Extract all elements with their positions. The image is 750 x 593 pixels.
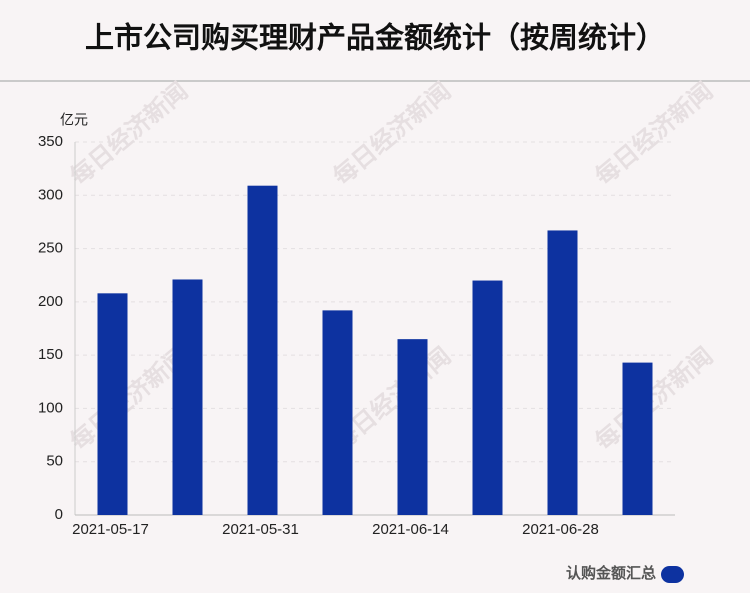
bar [172, 279, 203, 515]
y-tick-label: 150 [38, 346, 63, 363]
y-tick-label: 100 [38, 399, 63, 416]
bar [247, 185, 278, 516]
legend-label: 认购金额汇总 [566, 564, 656, 582]
y-tick-label: 200 [38, 293, 63, 310]
chart-title: 上市公司购买理财产品金额统计（按周统计） [85, 21, 665, 55]
y-unit: 亿元 [60, 112, 88, 128]
y-tick-label: 300 [38, 186, 63, 203]
y-tick-label: 50 [46, 453, 63, 470]
y-tick-label: 0 [55, 506, 63, 523]
bar [547, 230, 578, 515]
x-tick-label: 2021-05-17 [72, 521, 149, 538]
bar [97, 293, 128, 515]
y-tick-label: 350 [38, 133, 63, 150]
bar [322, 310, 353, 515]
x-tick-label: 2021-05-31 [222, 521, 299, 538]
bar [622, 362, 653, 515]
bar [472, 280, 503, 515]
y-tick-label: 250 [38, 240, 63, 257]
bar [397, 339, 428, 515]
legend-swatch [661, 566, 684, 583]
x-tick-label: 2021-06-14 [372, 521, 449, 538]
x-tick-label: 2021-06-28 [522, 521, 599, 538]
